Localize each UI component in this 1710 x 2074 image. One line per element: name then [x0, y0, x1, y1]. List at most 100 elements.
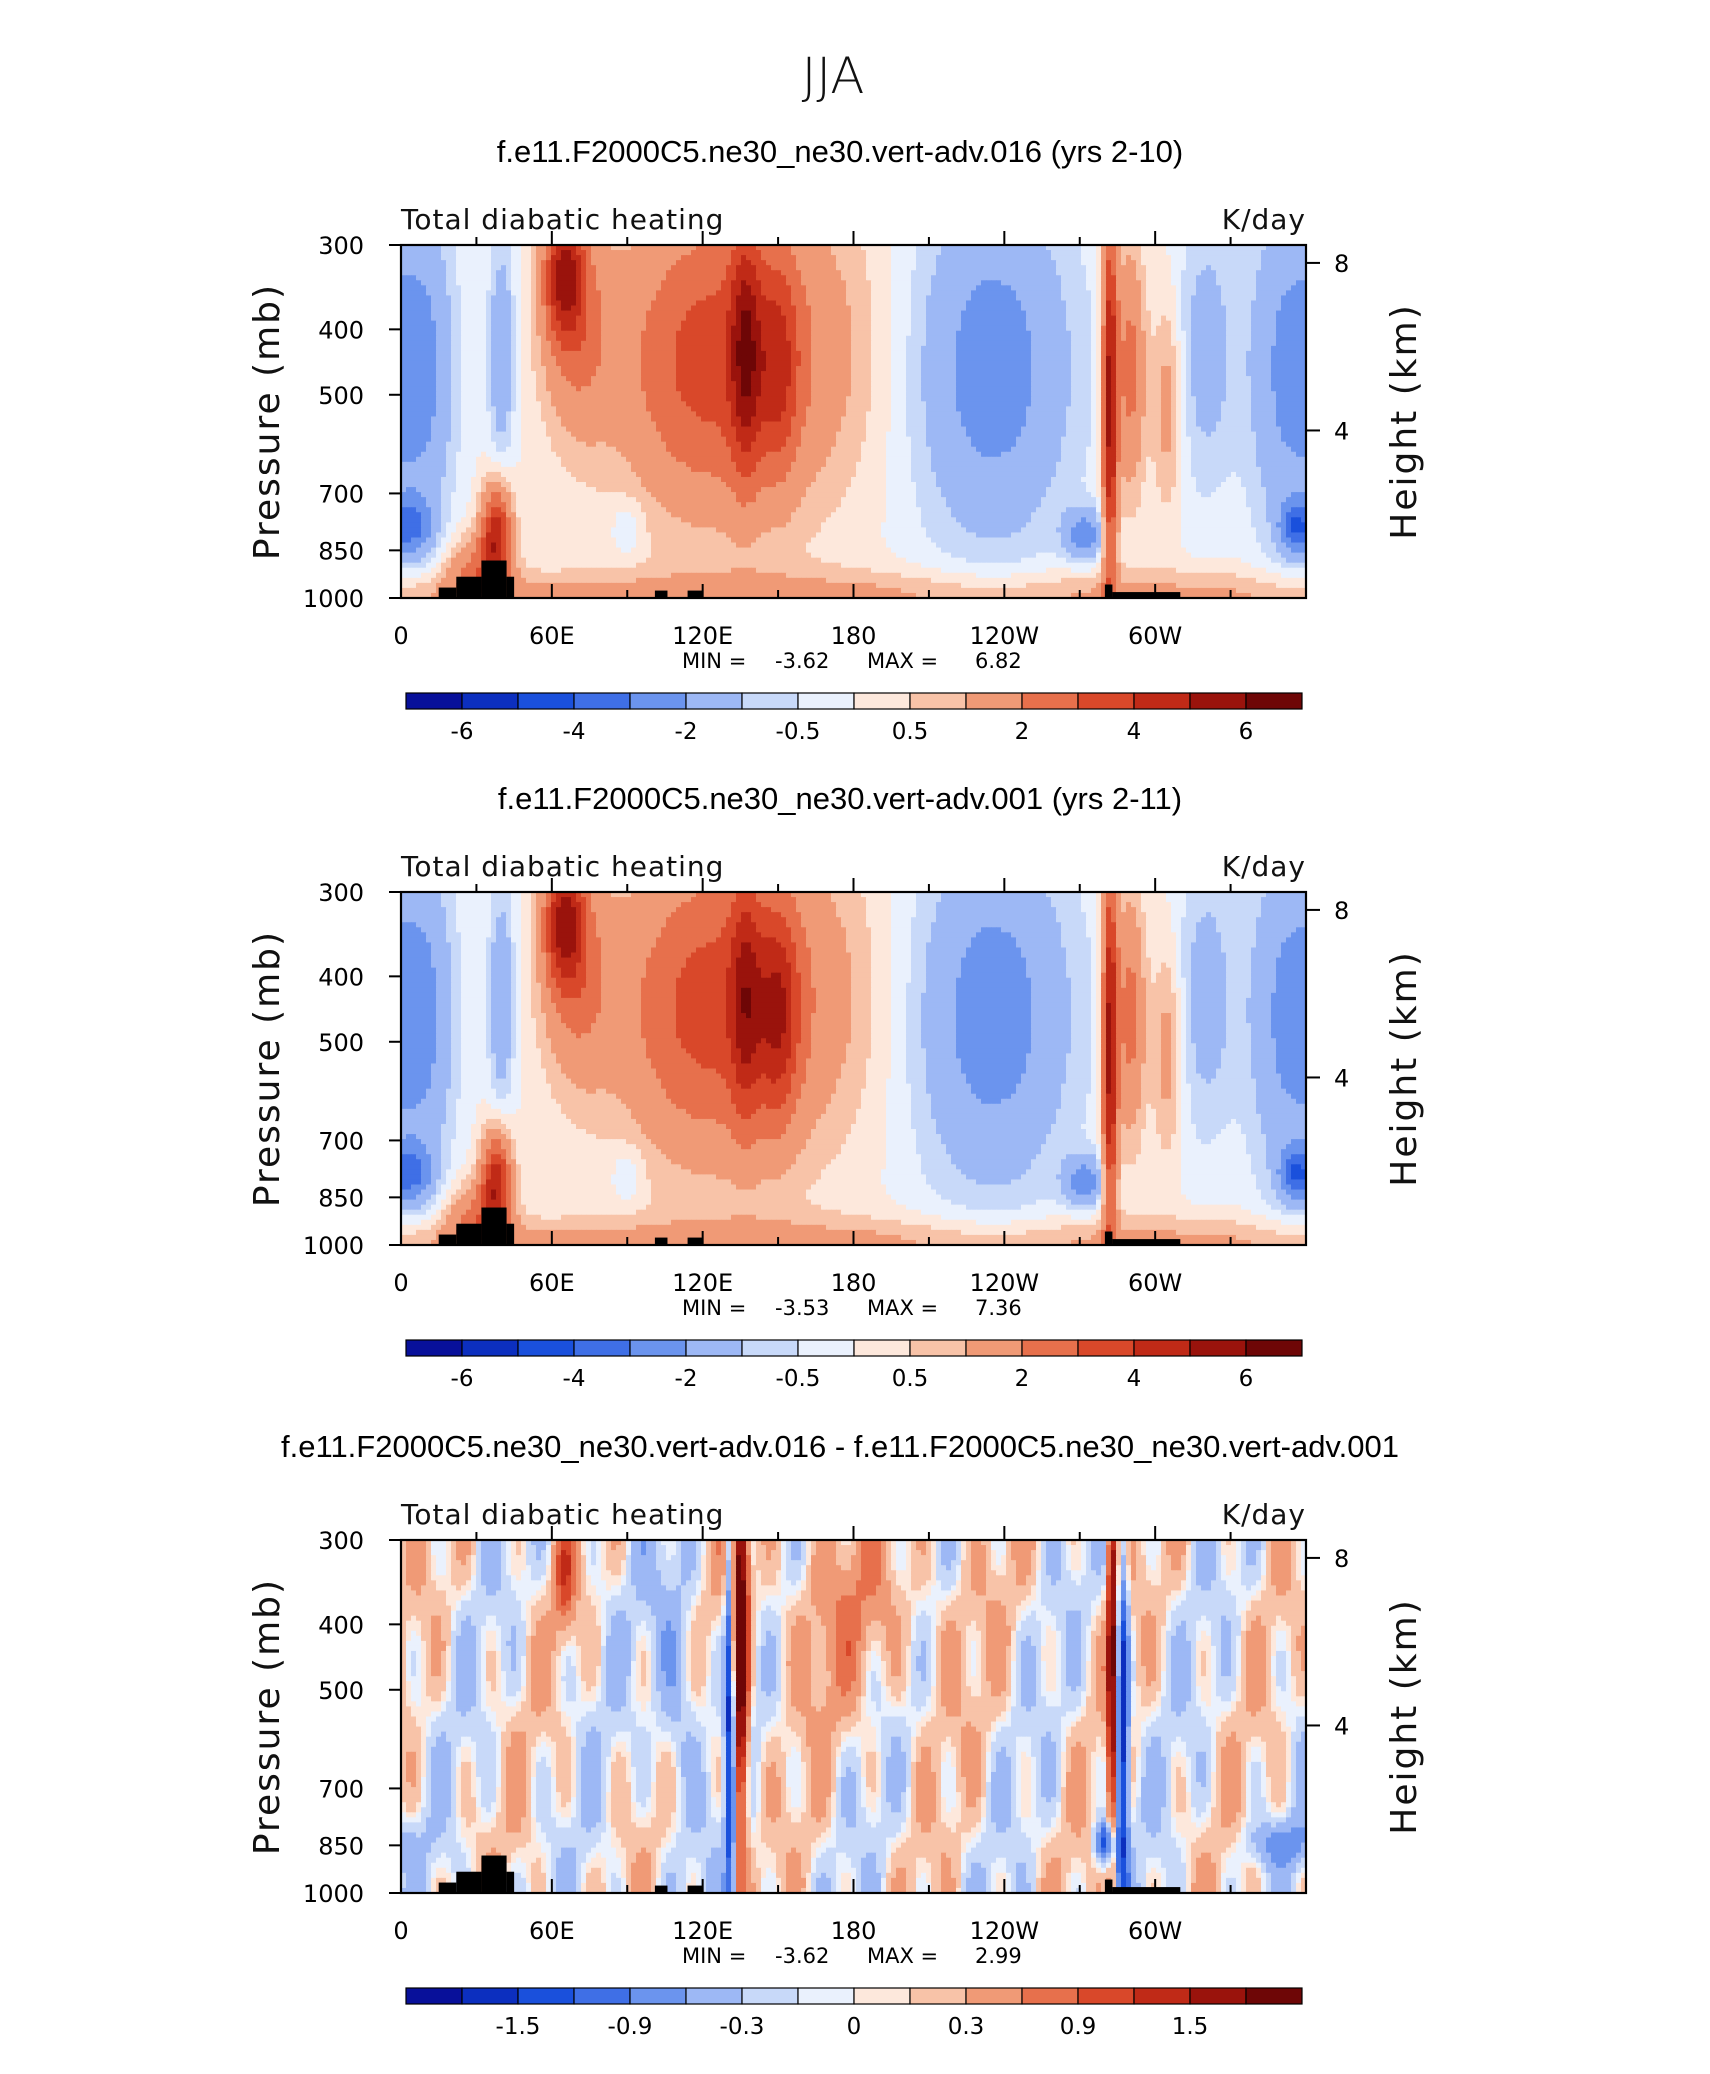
- field-cell: [1106, 250, 1112, 256]
- field-cell: [886, 255, 892, 261]
- field-cell: [691, 250, 697, 256]
- field-cell: [1016, 260, 1022, 266]
- field-cell: [591, 270, 597, 276]
- field-cell: [1221, 255, 1227, 261]
- field-cell: [606, 250, 612, 256]
- field-cell: [541, 255, 547, 261]
- field-cell: [536, 260, 542, 266]
- field-cell: [531, 270, 537, 276]
- field-cell: [531, 255, 537, 261]
- field-cell: [646, 270, 652, 276]
- field-cell: [976, 250, 982, 256]
- field-cell: [806, 255, 812, 261]
- field-cell: [746, 265, 752, 271]
- field-cell: [851, 255, 857, 261]
- field-cell: [821, 255, 827, 261]
- field-cell: [961, 265, 967, 271]
- field-cell: [496, 265, 502, 271]
- field-cell: [1101, 260, 1107, 266]
- field-cell: [1251, 250, 1257, 256]
- field-cell: [1046, 260, 1052, 266]
- field-cell: [651, 265, 657, 271]
- field-cell: [811, 250, 817, 256]
- field-cell: [711, 260, 717, 266]
- field-cell: [861, 255, 867, 261]
- field-cell: [1226, 260, 1232, 266]
- field-cell: [506, 260, 512, 266]
- field-cell: [731, 250, 737, 256]
- field-cell: [1036, 260, 1042, 266]
- field-cell: [956, 250, 962, 256]
- field-cell: [526, 265, 532, 271]
- field-cell: [591, 265, 597, 271]
- panel-title: f.e11.F2000C5.ne30_ne30.vert-adv.016 (yr…: [497, 134, 1183, 169]
- field-cell: [1181, 260, 1187, 266]
- field-cell: [751, 265, 757, 271]
- field-cell: [436, 270, 442, 276]
- field-cell: [556, 250, 562, 256]
- field-cell: [431, 270, 437, 276]
- field-cell: [671, 270, 677, 276]
- field-cell: [1196, 250, 1202, 256]
- field-cell: [741, 255, 747, 261]
- field-cell: [476, 265, 482, 271]
- field-cell: [791, 260, 797, 266]
- field-cell: [1246, 260, 1252, 266]
- field-cell: [656, 255, 662, 261]
- field-cell: [726, 255, 732, 261]
- field-cell: [441, 270, 447, 276]
- field-cell: [1156, 255, 1162, 261]
- field-cell: [856, 260, 862, 266]
- field-cell: [896, 265, 902, 271]
- field-cell: [1266, 260, 1272, 266]
- field-cell: [1076, 260, 1082, 266]
- field-cell: [1016, 265, 1022, 271]
- field-cell: [1111, 250, 1117, 256]
- field-cell: [1186, 255, 1192, 261]
- field-cell: [1236, 255, 1242, 261]
- field-cell: [546, 260, 552, 266]
- field-cell: [906, 260, 912, 266]
- field-cell: [1011, 265, 1017, 271]
- field-cell: [551, 270, 557, 276]
- field-cell: [1296, 250, 1302, 256]
- field-cell: [616, 250, 622, 256]
- field-cell: [571, 260, 577, 266]
- field-cell: [571, 250, 577, 256]
- field-cell: [546, 255, 552, 261]
- field-cell: [676, 255, 682, 261]
- field-cell: [771, 265, 777, 271]
- field-cell: [781, 250, 787, 256]
- field-cell: [441, 265, 447, 271]
- field-cell: [816, 255, 822, 261]
- field-cell: [1246, 265, 1252, 271]
- field-cell: [511, 250, 517, 256]
- field-cell: [476, 255, 482, 261]
- field-cell: [856, 255, 862, 261]
- field-cell: [576, 260, 582, 266]
- field-cell: [1076, 255, 1082, 261]
- field-cell: [1086, 265, 1092, 271]
- field-cell: [606, 270, 612, 276]
- field-cell: [801, 255, 807, 261]
- field-cell: [856, 250, 862, 256]
- field-cell: [776, 250, 782, 256]
- field-cell: [701, 260, 707, 266]
- field-cell: [531, 265, 537, 271]
- field-cell: [611, 260, 617, 266]
- field-cell: [1081, 260, 1087, 266]
- units-label: K/day: [1222, 203, 1306, 236]
- field-cell: [916, 260, 922, 266]
- field-cell: [551, 260, 557, 266]
- field-cell: [1256, 260, 1262, 266]
- field-cell: [1011, 260, 1017, 266]
- field-cell: [931, 250, 937, 256]
- field-cell: [721, 255, 727, 261]
- field-cell: [426, 260, 432, 266]
- field-cell: [1246, 255, 1252, 261]
- field-cell: [1201, 260, 1207, 266]
- field-cell: [476, 260, 482, 266]
- field-cell: [691, 255, 697, 261]
- field-cell: [456, 250, 462, 256]
- field-cell: [876, 250, 882, 256]
